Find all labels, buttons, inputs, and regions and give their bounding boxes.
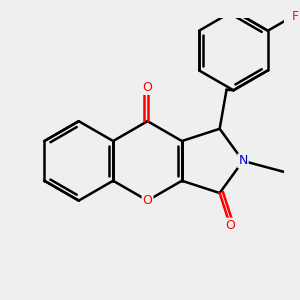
Text: O: O xyxy=(142,194,152,207)
Text: N: N xyxy=(238,154,248,167)
Text: O: O xyxy=(142,81,152,94)
Text: F: F xyxy=(292,10,299,23)
Text: O: O xyxy=(225,219,235,232)
